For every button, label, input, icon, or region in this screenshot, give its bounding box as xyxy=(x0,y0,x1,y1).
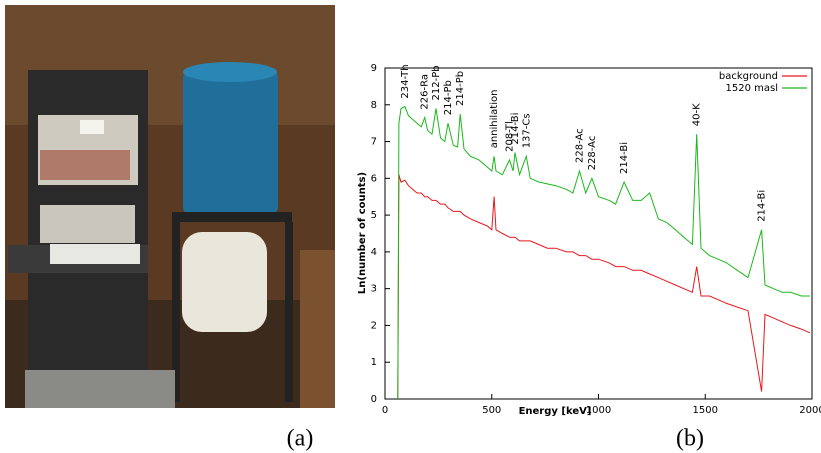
series-line xyxy=(397,105,810,400)
peak-label: 214-Bi xyxy=(619,142,630,174)
y-axis-label: Ln(number of counts) xyxy=(357,172,368,294)
peak-label: 208-Tl xyxy=(505,121,516,152)
x-axis-label: Energy [keV] xyxy=(519,406,592,417)
x-tick-label: 1000 xyxy=(586,405,611,416)
legend-label: 1520 masl xyxy=(726,83,779,94)
photo xyxy=(5,5,335,408)
y-tick-label: 7 xyxy=(371,137,377,148)
peak-label: 214-Bi xyxy=(510,113,521,145)
x-tick-label: 1500 xyxy=(693,405,718,416)
panel-label: (a) xyxy=(287,426,314,452)
y-tick-label: 1 xyxy=(371,357,377,368)
y-tick-label: 5 xyxy=(371,210,377,221)
panel-label: (b) xyxy=(676,426,704,452)
y-tick-label: 0 xyxy=(371,394,377,405)
peak-label: 226-Ra xyxy=(420,74,431,110)
peak-label: 137-Cs xyxy=(521,113,532,148)
y-tick-label: 2 xyxy=(371,320,377,331)
peak-label: 214-Bi xyxy=(757,190,768,222)
peak-label: 212-Pb xyxy=(431,65,442,100)
x-tick-label: 2000 xyxy=(799,405,821,416)
x-tick-label: 500 xyxy=(482,405,501,416)
series-line xyxy=(397,174,811,400)
peak-label: 214-Pb xyxy=(443,80,454,115)
peak-label: 214-Pb xyxy=(455,71,466,106)
y-tick-label: 6 xyxy=(371,173,377,184)
y-tick-label: 3 xyxy=(371,284,377,295)
legend-label: background xyxy=(719,71,778,82)
y-tick-label: 9 xyxy=(371,63,377,74)
peak-label: 228-Ac xyxy=(575,128,586,163)
peak-label: 40-K xyxy=(692,103,703,126)
peak-label: annihilation xyxy=(489,90,500,149)
plot-frame xyxy=(384,67,813,400)
y-tick-label: 4 xyxy=(371,247,377,258)
peak-label: 228-Ac xyxy=(587,136,598,171)
y-tick-label: 8 xyxy=(371,100,377,111)
peak-label: 234-Th xyxy=(400,64,411,98)
x-tick-label: 0 xyxy=(382,405,388,416)
